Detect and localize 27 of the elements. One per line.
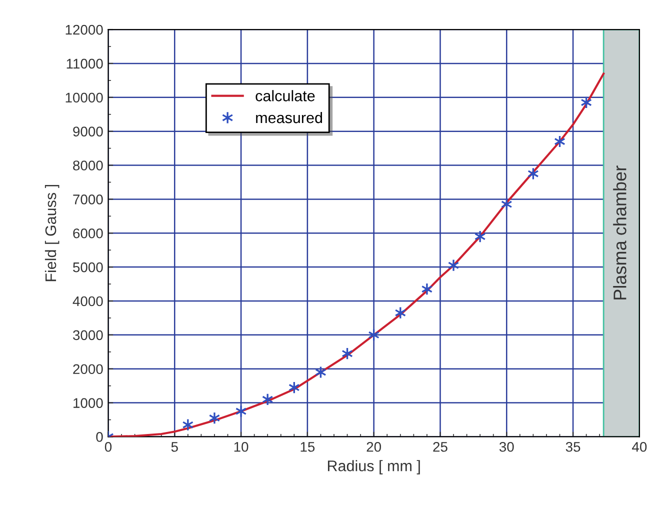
x-axis-title: Radius [ mm ] [328,460,420,474]
y-tick-label: 0 [96,432,103,442]
x-tick-label: 25 [433,442,448,452]
y-tick-label: 4000 [72,296,103,306]
x-tick-label: 40 [632,442,647,452]
y-tick-label: 11000 [66,58,103,69]
x-tick-label: 5 [171,442,178,452]
band-label: Plasma chamber [613,166,626,300]
y-tick-label: 12000 [66,24,103,35]
y-tick-label: 7000 [73,194,103,204]
y-tick-label: 9000 [73,126,103,136]
x-tick-label: 35 [566,442,580,452]
x-tick-label: 15 [300,442,315,452]
x-tick-label: 0 [104,442,112,452]
y-tick-label: 2000 [73,364,103,374]
y-tick-label: 3000 [73,330,103,340]
y-tick-label: 6000 [73,228,103,238]
x-tick-label: 10 [234,442,248,452]
y-tick-label: 1000 [74,398,103,408]
y-tick-label: 10000 [66,92,103,103]
legend-label: calculate [256,90,315,102]
y-axis-title: Field [ Gauss ] [44,184,60,282]
line-series [108,72,605,437]
x-tick-label: 30 [499,442,514,452]
x-tick-label: 20 [366,442,382,452]
y-tick-label: 5000 [73,262,103,272]
y-tick-label: 8000 [73,160,103,170]
